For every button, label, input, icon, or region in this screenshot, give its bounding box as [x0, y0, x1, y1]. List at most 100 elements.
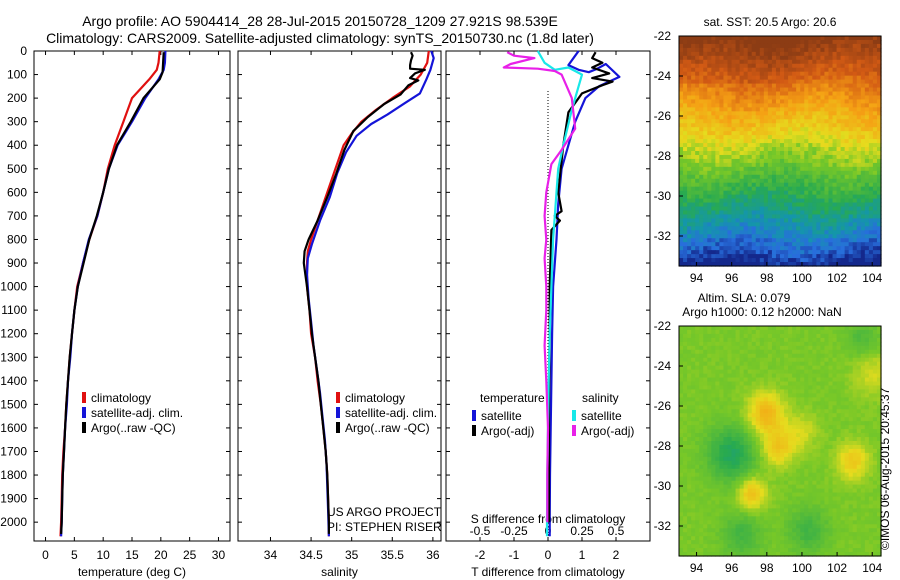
map-cell	[763, 210, 769, 216]
map-cell	[739, 214, 745, 220]
map-cell	[767, 186, 773, 192]
map-cell	[755, 75, 761, 81]
map-cell	[784, 377, 789, 383]
map-cell	[723, 95, 729, 101]
map-cell	[767, 83, 773, 89]
map-cell	[767, 47, 773, 53]
map-cell	[804, 91, 809, 97]
map-cell	[812, 174, 817, 180]
map-cell	[792, 115, 797, 120]
map-cell	[723, 47, 729, 53]
map-cell	[699, 67, 704, 73]
map-cell	[876, 393, 882, 398]
map-cell	[695, 448, 700, 454]
map-cell	[719, 39, 725, 45]
map-cell	[767, 43, 773, 49]
map-cell	[771, 115, 777, 120]
map-cell	[800, 170, 805, 176]
map-cell	[771, 162, 777, 168]
map-cell	[840, 238, 846, 243]
map-cell	[792, 95, 797, 101]
map-cell	[707, 166, 712, 172]
map-cell	[695, 190, 700, 196]
map-cell	[812, 71, 817, 77]
map-cell	[763, 151, 769, 156]
map-cell	[719, 357, 725, 363]
map-cell	[711, 214, 716, 220]
map-cell	[804, 373, 809, 379]
map-cell	[836, 123, 842, 128]
map-cell	[767, 194, 773, 200]
map-cell	[707, 333, 712, 339]
map-cell	[808, 242, 813, 247]
map-cell	[780, 433, 785, 438]
map-cell	[755, 154, 761, 160]
map-cell	[820, 182, 826, 188]
map-cell	[719, 401, 725, 406]
map-cell	[679, 246, 684, 251]
map-cell	[816, 369, 821, 375]
map-cell	[864, 373, 870, 379]
map-cell	[699, 210, 704, 216]
map-cell	[856, 87, 862, 93]
map-cell	[755, 170, 761, 176]
map-cell	[788, 397, 793, 402]
map-cell	[763, 337, 769, 343]
map-cell	[856, 258, 862, 263]
map-cell	[804, 385, 809, 391]
map-cell	[812, 214, 817, 220]
map-cell	[788, 39, 793, 45]
map-cell	[687, 349, 692, 355]
map-cell	[876, 79, 882, 85]
map-cell	[695, 151, 700, 156]
map-cell	[788, 166, 793, 172]
map-cell	[707, 99, 712, 105]
map-cell	[876, 250, 882, 255]
map-cell	[804, 401, 809, 406]
map-cell	[731, 369, 737, 375]
map-cell	[775, 147, 781, 152]
map-cell	[780, 242, 785, 247]
map-cell	[816, 103, 821, 108]
map-cell	[780, 262, 785, 267]
map-cell	[836, 115, 842, 120]
map-cell	[735, 158, 741, 164]
map-cell	[832, 357, 838, 363]
map-cell	[695, 357, 700, 363]
map-cell	[703, 147, 708, 152]
map-cell	[800, 222, 805, 227]
map-cell	[784, 385, 789, 391]
map-cell	[743, 437, 749, 442]
map-cell	[848, 107, 854, 112]
map-cell	[864, 67, 870, 73]
map-cell	[727, 421, 733, 426]
map-cell	[699, 254, 704, 259]
map-cell	[832, 421, 838, 426]
map-cell	[723, 87, 729, 93]
map-cell	[872, 444, 878, 450]
map-cell	[775, 401, 781, 406]
map-cell	[872, 206, 878, 212]
map-cell	[683, 409, 688, 414]
map-cell	[751, 460, 757, 466]
map-cell	[828, 326, 834, 331]
map-cell	[812, 373, 817, 379]
map-cell	[816, 329, 821, 335]
map-cell	[731, 333, 737, 339]
map-cell	[715, 174, 720, 180]
map-cell	[715, 353, 720, 359]
map-cell	[816, 95, 821, 101]
map-cell	[860, 182, 866, 188]
map-cell	[852, 107, 858, 112]
map-cell	[852, 123, 858, 128]
map-cell	[707, 190, 712, 196]
map-cell	[695, 456, 700, 462]
map-cell	[731, 36, 737, 41]
map-cell	[780, 87, 785, 93]
map-cell	[735, 258, 741, 263]
map-cell	[771, 464, 777, 470]
map-cell	[767, 345, 773, 351]
map-cell	[804, 151, 809, 156]
map-cell	[699, 111, 704, 116]
map-cell	[763, 262, 769, 267]
